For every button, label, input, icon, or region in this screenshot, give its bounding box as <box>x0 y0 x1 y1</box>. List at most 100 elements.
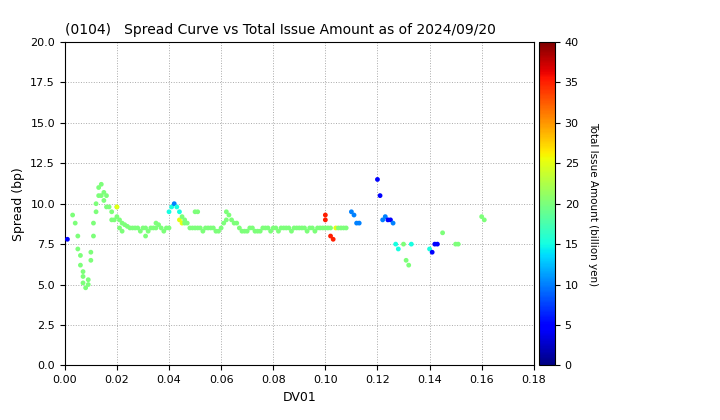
Point <box>119 221 130 228</box>
Point <box>400 257 412 264</box>
Point <box>197 228 209 234</box>
Point <box>288 225 300 231</box>
Point <box>85 249 96 255</box>
Point <box>72 233 84 239</box>
Point <box>114 217 125 223</box>
Point <box>330 225 341 231</box>
Point <box>382 217 394 223</box>
Point <box>424 246 436 252</box>
Point <box>294 225 305 231</box>
Point <box>291 225 302 231</box>
Point <box>405 241 417 247</box>
Point <box>302 228 313 234</box>
Point <box>322 225 333 231</box>
Point <box>202 225 214 231</box>
Point <box>158 228 170 234</box>
Point <box>88 220 99 226</box>
Point <box>192 208 204 215</box>
Point <box>98 189 109 196</box>
Point <box>127 225 138 231</box>
Point <box>299 225 310 231</box>
Point <box>233 225 245 231</box>
Point <box>189 208 201 215</box>
Point <box>145 225 156 231</box>
Point <box>186 225 198 231</box>
Point <box>98 197 109 204</box>
Point <box>69 220 81 226</box>
Point <box>72 246 84 252</box>
Point <box>111 204 122 210</box>
Point <box>374 192 386 199</box>
Point <box>130 225 141 231</box>
Point <box>283 225 294 231</box>
Point <box>351 220 362 226</box>
Point <box>192 225 204 231</box>
Point <box>67 212 78 218</box>
Point <box>135 228 146 234</box>
Point <box>163 225 175 231</box>
Point <box>189 225 201 231</box>
Point <box>296 225 307 231</box>
Point <box>96 181 107 188</box>
Point <box>179 217 190 223</box>
Point <box>325 233 336 239</box>
Point <box>90 200 102 207</box>
Point <box>315 225 326 231</box>
Point <box>93 184 104 191</box>
Point <box>437 229 449 236</box>
Point <box>320 217 331 223</box>
Point <box>106 208 117 215</box>
Point <box>226 217 238 223</box>
Point <box>320 212 331 218</box>
Point <box>346 208 357 215</box>
Point <box>426 249 438 255</box>
Point <box>104 204 115 210</box>
Point <box>260 225 271 231</box>
Point <box>450 241 462 247</box>
Point <box>168 200 180 207</box>
Point <box>278 225 289 231</box>
Point <box>80 284 91 291</box>
Point <box>166 204 177 210</box>
Point <box>397 241 409 247</box>
Point <box>281 225 292 231</box>
Point <box>403 262 415 268</box>
Point <box>218 220 230 226</box>
Point <box>75 262 86 268</box>
Point <box>348 212 360 218</box>
Point <box>372 176 383 183</box>
Point <box>239 228 251 234</box>
Point <box>307 225 318 231</box>
Point <box>199 225 211 231</box>
Point <box>90 208 102 215</box>
Point <box>431 241 443 247</box>
Point <box>390 241 402 247</box>
Point <box>275 225 287 231</box>
Point <box>150 225 162 231</box>
Point <box>194 225 206 231</box>
Point <box>176 220 188 226</box>
Point <box>452 241 464 247</box>
Point <box>325 225 336 231</box>
Point <box>213 228 225 234</box>
Point <box>150 220 162 226</box>
Point <box>476 213 487 220</box>
Point <box>387 220 399 226</box>
Point <box>111 213 122 220</box>
Point <box>228 220 240 226</box>
Point <box>220 217 232 223</box>
Point <box>77 268 89 275</box>
Point <box>153 221 164 228</box>
Point <box>62 236 73 243</box>
Point <box>309 228 320 234</box>
Point <box>429 241 441 247</box>
Point <box>117 220 128 226</box>
Point <box>114 225 125 231</box>
Point <box>286 228 297 234</box>
Point <box>93 192 104 199</box>
Point <box>254 228 266 234</box>
Point <box>231 220 243 226</box>
Point <box>317 225 328 231</box>
Point <box>106 217 117 223</box>
Point <box>181 220 193 226</box>
